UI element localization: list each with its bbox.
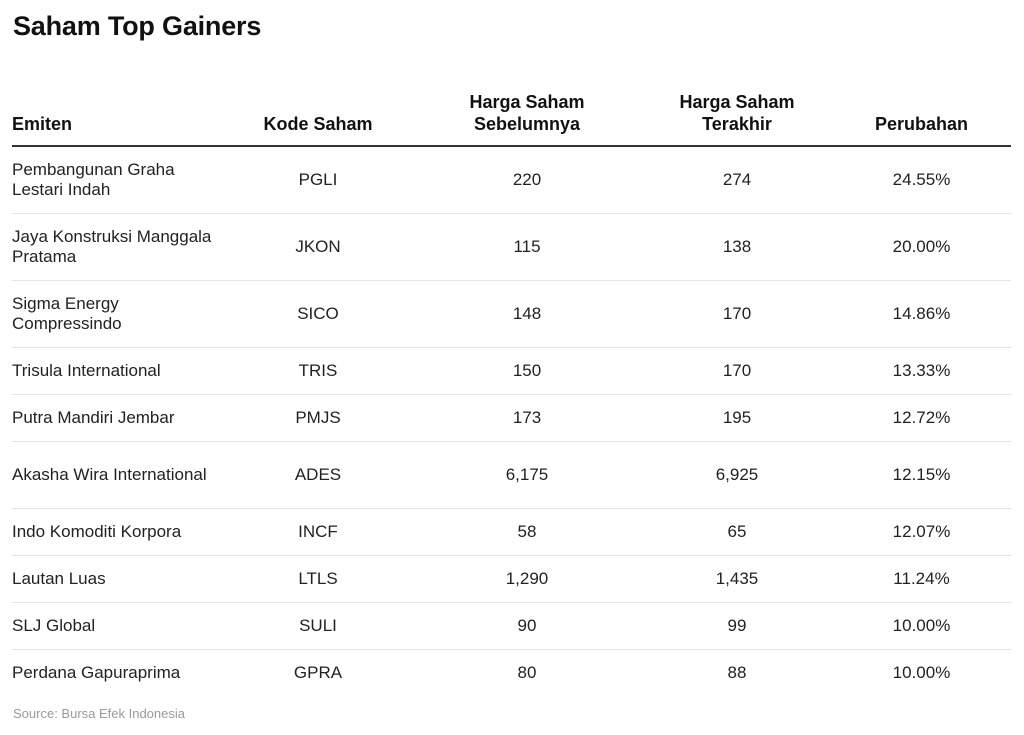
table-row: Jaya Konstruksi Manggala Pratama JKON 11… [12, 213, 1011, 281]
cell-emiten: SLJ Global [12, 602, 224, 650]
header-harga-terakhir: Harga Saham Terakhir [642, 76, 832, 147]
cell-kode: GPRA [293, 662, 343, 682]
table-row: Akasha Wira International ADES 6,175 6,9… [12, 441, 1011, 509]
cell-kode: PGLI [224, 146, 412, 214]
header-harga-sebelumnya-line2: Sebelumnya [473, 114, 581, 134]
cell-harga-terakhir: 170 [642, 280, 832, 348]
cell-perubahan: 14.86% [832, 280, 1011, 348]
cell-perubahan: 12.72% [832, 394, 1011, 442]
cell-harga-terakhir: 138 [642, 213, 832, 281]
page-title: Saham Top Gainers [13, 11, 262, 41]
header-kode-saham: Kode Saham [224, 76, 412, 147]
cell-harga-sebelumnya: 1,290 [412, 555, 642, 603]
cell-emiten: Lautan Luas [12, 555, 224, 603]
cell-harga-terakhir: 65 [642, 508, 832, 556]
cell-kode: ADES [224, 441, 412, 509]
header-harga-terakhir-line1: Harga Saham [679, 92, 795, 112]
cell-emiten: Jaya Konstruksi Manggala Pratama [12, 213, 224, 281]
header-emiten: Emiten [12, 76, 224, 147]
cell-harga-sebelumnya: 150 [412, 347, 642, 395]
cell-kode: TRIS [224, 347, 412, 395]
table-row: Indo Komoditi Korpora INCF 58 65 12.07% [12, 508, 1011, 556]
cell-harga-sebelumnya: 6,175 [412, 441, 642, 509]
table-row: Sigma Energy Compressindo SICO 148 170 1… [12, 280, 1011, 348]
cell-kode: PMJS [224, 394, 412, 442]
cell-emiten: Indo Komoditi Korpora [12, 508, 224, 556]
cell-perubahan: 20.00% [832, 213, 1011, 281]
header-row: Emiten Kode Saham Harga Saham Sebelumnya … [12, 76, 1011, 147]
cell-harga-sebelumnya: 115 [412, 213, 642, 281]
table-row: Perdana Gapuraprima GPRA 80 88 10.00% [12, 649, 1011, 696]
header-perubahan: Perubahan [832, 76, 1011, 147]
cell-harga-terakhir: 195 [642, 394, 832, 442]
cell-harga-sebelumnya: 90 [412, 602, 642, 650]
table-row: Lautan Luas LTLS 1,290 1,435 11.24% [12, 555, 1011, 603]
cell-harga-terakhir: 1,435 [642, 555, 832, 603]
cell-perubahan: 24.55% [832, 146, 1011, 214]
table-body: Pembangunan Graha Lestari Indah PGLI 220… [12, 146, 1011, 696]
cell-perubahan: 13.33% [832, 347, 1011, 395]
table-header: Emiten Kode Saham Harga Saham Sebelumnya … [12, 76, 1011, 147]
cell-harga-terakhir: 6,925 [642, 441, 832, 509]
cell-perubahan: 10.00% [832, 602, 1011, 650]
cell-kode: JKON [224, 213, 412, 281]
source-note: Source: Bursa Efek Indonesia [13, 706, 185, 721]
cell-emiten: Sigma Energy Compressindo [12, 280, 224, 348]
cell-harga-sebelumnya: 173 [412, 394, 642, 442]
table-row: Putra Mandiri Jembar PMJS 173 195 12.72% [12, 394, 1011, 442]
cell-harga-sebelumnya: 148 [412, 280, 642, 348]
cell-perubahan: 12.07% [832, 508, 1011, 556]
cell-kode: SICO [224, 280, 412, 348]
cell-harga-sebelumnya: 80 [517, 662, 537, 682]
table-row: Pembangunan Graha Lestari Indah PGLI 220… [12, 146, 1011, 214]
cell-emiten: Putra Mandiri Jembar [12, 394, 224, 442]
cell-harga-sebelumnya: 220 [412, 146, 642, 214]
table-row: SLJ Global SULI 90 99 10.00% [12, 602, 1011, 650]
cell-kode: LTLS [224, 555, 412, 603]
header-harga-sebelumnya-line1: Harga Saham [469, 92, 585, 112]
header-harga-sebelumnya: Harga Saham Sebelumnya [412, 76, 642, 147]
cell-kode: INCF [224, 508, 412, 556]
cell-harga-sebelumnya: 58 [412, 508, 642, 556]
cell-emiten: Pembangunan Graha Lestari Indah [12, 146, 224, 214]
top-gainers-table: Emiten Kode Saham Harga Saham Sebelumnya … [12, 76, 1011, 696]
cell-emiten: Trisula International [12, 347, 224, 395]
cell-emiten: Akasha Wira International [12, 441, 224, 509]
cell-kode: SULI [224, 602, 412, 650]
table-row: Trisula International TRIS 150 170 13.33… [12, 347, 1011, 395]
cell-perubahan: 11.24% [832, 555, 1011, 603]
cell-perubahan: 12.15% [832, 441, 1011, 509]
cell-emiten: Perdana Gapuraprima [12, 662, 181, 682]
cell-harga-terakhir: 170 [642, 347, 832, 395]
cell-harga-terakhir: 99 [642, 602, 832, 650]
cell-harga-terakhir: 274 [642, 146, 832, 214]
cell-perubahan: 10.00% [892, 662, 951, 682]
cell-harga-terakhir: 88 [727, 662, 747, 682]
header-harga-terakhir-line2: Terakhir [702, 114, 772, 134]
